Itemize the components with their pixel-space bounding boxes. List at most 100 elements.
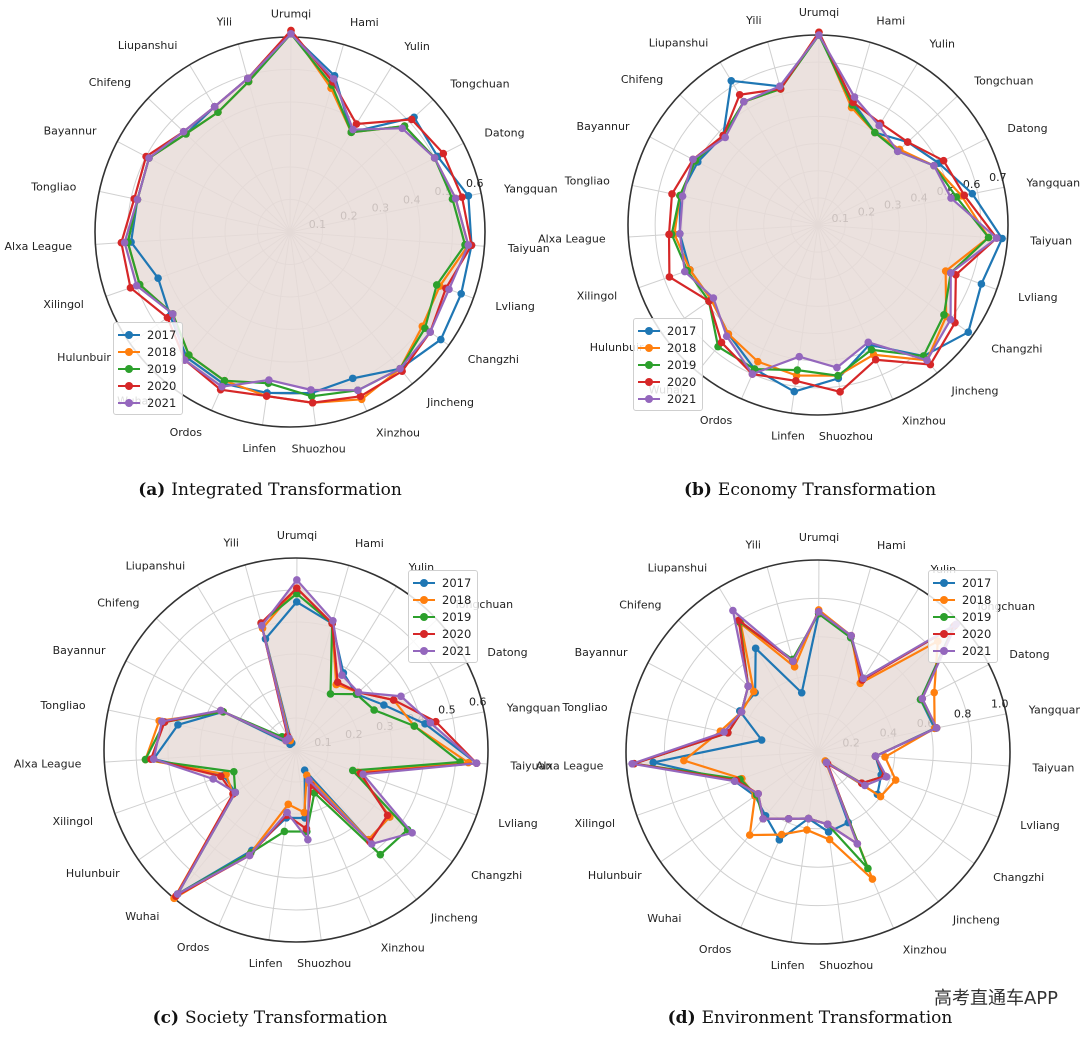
category-label: Yangquan <box>1026 177 1080 190</box>
caption-environment: (d) Environment Transformation <box>540 1008 1080 1028</box>
legend-item-2017: 2017 <box>118 326 176 343</box>
data-point-2021 <box>149 755 158 763</box>
category-label: Hulunbuir <box>588 869 642 882</box>
data-point-2021 <box>293 576 301 584</box>
caption-text: Integrated Transformation <box>171 480 402 500</box>
legend-society: 2017 2018 2019 2020 2021 <box>408 570 479 663</box>
caption-text: Society Transformation <box>185 1008 388 1028</box>
category-label: Liupanshui <box>648 562 708 575</box>
category-label: Shuozhou <box>819 430 873 443</box>
legend-economy: 2017 2018 2019 2020 2021 <box>633 318 704 411</box>
data-point-2021 <box>396 364 404 373</box>
legend-marker <box>413 612 435 621</box>
legend-item-2019: 2019 <box>638 356 696 373</box>
legend-marker <box>638 360 660 369</box>
category-label: Yulin <box>403 40 430 53</box>
legend-item-2018: 2018 <box>413 591 471 608</box>
data-point-2021 <box>709 294 718 302</box>
data-point-2021 <box>759 814 767 823</box>
series-line-2021 <box>152 578 478 896</box>
category-label: Yili <box>745 14 762 27</box>
caption-label: (d) <box>667 1008 696 1028</box>
data-point-2021 <box>179 127 188 136</box>
data-point-2019 <box>220 376 229 385</box>
category-label: Xinzhou <box>902 415 946 428</box>
category-label: Jincheng <box>430 911 478 924</box>
data-point-2017 <box>964 328 973 336</box>
category-label: Taiyuan <box>1031 762 1074 775</box>
data-point-2018 <box>881 753 889 761</box>
data-point-2021 <box>426 718 435 727</box>
data-point-2021 <box>722 332 731 340</box>
data-point-2021 <box>628 760 636 768</box>
data-point-2021 <box>231 788 240 797</box>
data-point-2021 <box>398 124 406 133</box>
data-point-2021 <box>871 752 880 761</box>
legend-item-2017: 2017 <box>638 322 696 339</box>
category-label: Hami <box>350 16 379 29</box>
data-point-2021 <box>173 890 182 898</box>
radar-frame <box>625 559 1011 945</box>
data-point-2020 <box>356 392 365 401</box>
data-point-2021 <box>349 125 357 134</box>
category-label: Wuhai <box>647 912 681 925</box>
data-point-2019 <box>326 690 335 698</box>
data-point-2018 <box>777 830 786 839</box>
category-label: Yangquan <box>1028 703 1080 716</box>
grid-spoke <box>817 751 939 902</box>
legend-item-2021: 2021 <box>118 394 176 411</box>
data-point-2018 <box>891 776 900 784</box>
data-point-2021 <box>472 759 481 768</box>
category-label: Lvliang <box>498 817 537 830</box>
panel-environment: 0.20.40.60.81.0YangquanDatongTongchuanYu… <box>536 520 1080 1040</box>
panel-integrated: 0.10.20.30.40.50.6YangquanDatongTongchua… <box>0 0 558 520</box>
category-label: Jincheng <box>952 913 1000 926</box>
area-fill <box>124 33 469 391</box>
data-point-2020 <box>163 313 172 322</box>
category-label: Shuozhou <box>292 443 346 456</box>
data-point-2019 <box>871 128 879 137</box>
data-point-2021 <box>748 370 757 378</box>
data-point-2021 <box>168 310 177 318</box>
caption-economy: (b) Economy Transformation <box>540 480 1080 500</box>
category-label: Xilingol <box>577 289 617 302</box>
data-point-2020 <box>735 90 744 99</box>
category-label: Lvliang <box>1020 819 1059 832</box>
category-label: Hulunbuir <box>57 351 111 364</box>
data-point-2019 <box>421 324 429 333</box>
data-point-2021 <box>678 192 687 200</box>
data-point-2020 <box>217 772 225 781</box>
category-label: Ordos <box>177 941 210 954</box>
category-label: Xilingol <box>43 298 83 311</box>
legend-label: 2020 <box>147 378 177 393</box>
category-label: Wuhai <box>125 910 159 923</box>
legend-item-2019: 2019 <box>413 608 471 625</box>
legend-label: 2021 <box>667 391 697 406</box>
category-label: Urumqi <box>799 6 839 19</box>
data-point-2017 <box>292 598 301 606</box>
category-label: Alxa League <box>538 232 606 245</box>
legend-marker <box>638 394 660 403</box>
radar-frame <box>103 557 489 943</box>
data-point-2021 <box>158 717 166 726</box>
data-point-2018 <box>868 875 877 883</box>
data-point-2021 <box>737 708 746 716</box>
caption-integrated: (a) Integrated Transformation <box>0 480 540 500</box>
caption-label: (c) <box>152 1008 180 1028</box>
data-point-2021 <box>946 269 955 277</box>
data-point-2021 <box>132 281 141 290</box>
data-point-2018 <box>825 835 834 844</box>
data-point-2020 <box>960 191 969 200</box>
category-label: Linfen <box>771 430 805 443</box>
radar-chart-economy: 0.10.20.30.40.50.60.7YangquanDatongTongc… <box>538 6 1080 443</box>
data-point-2020 <box>292 584 301 592</box>
data-point-2017 <box>757 736 766 744</box>
data-point-2021 <box>451 194 460 203</box>
watermark: 高考直通车APP <box>933 988 1058 1009</box>
data-point-2018 <box>930 688 939 697</box>
data-point-2021 <box>850 93 859 101</box>
legend-item-2018: 2018 <box>638 339 696 356</box>
category-label: Urumqi <box>271 8 311 21</box>
data-point-2021 <box>426 328 435 336</box>
series-line-2020 <box>667 31 998 393</box>
